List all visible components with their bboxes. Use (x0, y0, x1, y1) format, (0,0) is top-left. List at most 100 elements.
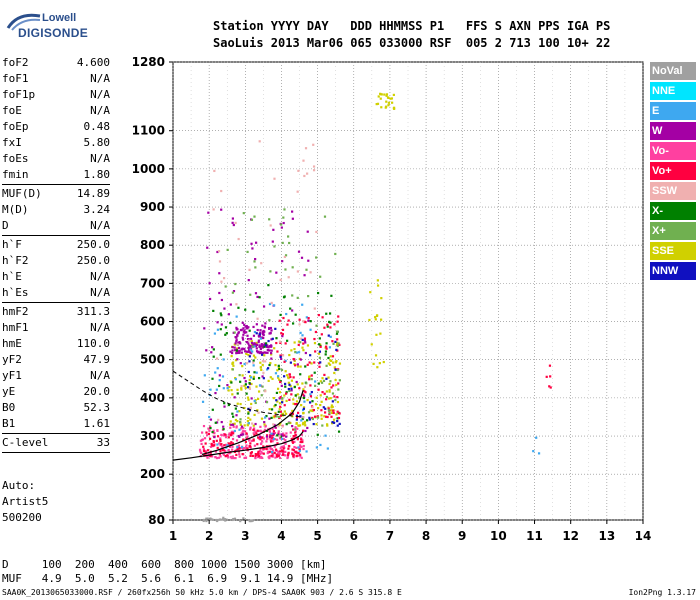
echo-point (231, 442, 234, 445)
echo-point (276, 387, 280, 390)
polarization-legend: NoVal NNE E W Vo- Vo+ SSW X- X+ SSE NNW (650, 62, 696, 282)
echo-point (282, 450, 285, 453)
echo-point (258, 140, 261, 143)
echo-point (235, 339, 238, 342)
echo-point (238, 447, 241, 450)
logo-text-digisonde: DIGISONDE (18, 26, 89, 40)
echo-point (252, 310, 255, 313)
echo-point (248, 355, 251, 358)
echo-point (286, 376, 290, 379)
echo-point (263, 342, 266, 345)
echo-point (379, 318, 383, 321)
echo-point (280, 368, 284, 372)
echo-point (316, 291, 320, 295)
echo-point (268, 319, 271, 322)
echo-point (250, 218, 254, 221)
echo-point (241, 448, 245, 451)
echo-point (316, 416, 320, 419)
echo-point (312, 422, 315, 426)
echo-point (247, 412, 250, 415)
echo-point (389, 97, 392, 100)
param-value: N/A (90, 152, 110, 165)
echo-point (234, 221, 237, 225)
echo-point (290, 387, 293, 390)
echo-point (219, 439, 222, 442)
x-tick-label: 11 (526, 529, 543, 543)
echo-point (245, 352, 248, 356)
echo-point (241, 348, 244, 351)
echo-point (207, 452, 210, 455)
echo-point (215, 388, 218, 391)
echo-point (210, 518, 213, 521)
echo-point (269, 435, 272, 438)
echo-point (273, 451, 276, 454)
echo-point (216, 435, 220, 438)
echo-point (286, 456, 289, 460)
echo-point (223, 405, 226, 408)
echo-point (307, 295, 310, 298)
echo-point (289, 421, 292, 425)
echo-point (292, 428, 295, 431)
echo-point (333, 395, 336, 398)
echo-point (376, 102, 380, 105)
echo-point (272, 437, 275, 440)
echo-point (281, 260, 284, 263)
echo-point (245, 444, 248, 447)
param-name: B0 (2, 401, 16, 414)
echo-point (304, 424, 307, 427)
echo-point (230, 457, 233, 460)
echo-point (325, 415, 328, 418)
echo-point (270, 434, 273, 437)
echo-point (235, 352, 238, 355)
echo-point (222, 516, 225, 519)
echo-point (368, 318, 371, 322)
echo-point (220, 189, 223, 193)
echo-point (300, 433, 303, 436)
digisonde-logo: Lowell DIGISONDE (4, 8, 164, 48)
echo-point (300, 404, 303, 407)
echo-point (269, 331, 272, 335)
echo-point (301, 393, 305, 396)
echo-point (202, 424, 206, 428)
echo-point (229, 442, 232, 445)
echo-point (287, 421, 290, 425)
echo-point (269, 224, 272, 227)
echo-point (281, 397, 284, 400)
echo-point (226, 387, 229, 390)
echo-point (263, 423, 266, 426)
echo-point (376, 279, 379, 282)
echo-point (294, 313, 297, 316)
echo-point (312, 165, 316, 168)
echo-point (295, 454, 298, 457)
echo-point (249, 348, 252, 351)
echo-point (222, 428, 225, 431)
echo-point (206, 517, 209, 520)
echo-point (288, 353, 291, 357)
echo-point (246, 334, 249, 337)
echo-point (266, 348, 269, 352)
param-row-b0: B0 52.3 (2, 400, 110, 416)
echo-point (267, 339, 270, 343)
echo-point (323, 411, 327, 414)
echo-point (249, 428, 252, 431)
echo-point (281, 437, 284, 440)
echo-point (211, 430, 214, 434)
echo-point (308, 401, 312, 404)
echo-point (209, 454, 212, 458)
echo-point (229, 420, 232, 423)
echo-point (246, 435, 249, 438)
echo-point (325, 312, 328, 315)
echo-point (320, 417, 323, 420)
echo-point (265, 368, 269, 371)
echo-point (280, 332, 283, 335)
echo-point (385, 93, 389, 96)
echo-point (233, 331, 236, 334)
echo-point (293, 385, 296, 388)
echo-point (294, 431, 297, 434)
echo-point (304, 429, 307, 433)
echo-point (243, 323, 246, 326)
echo-point (274, 411, 277, 415)
echo-point (328, 411, 331, 415)
echo-point (274, 414, 277, 418)
